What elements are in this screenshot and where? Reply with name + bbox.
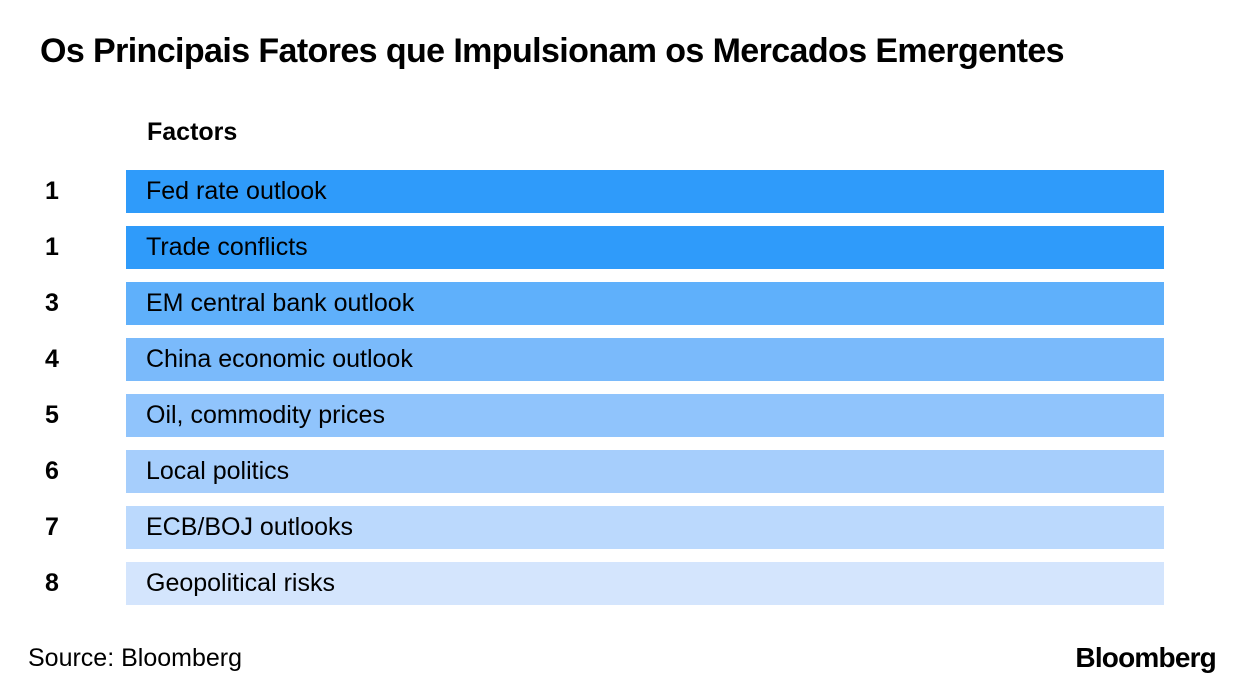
factor-bar: Local politics xyxy=(126,450,1164,493)
chart-row: 3 EM central bank outlook xyxy=(0,282,1241,325)
rank-label: 3 xyxy=(45,289,59,317)
factors-column-header: Factors xyxy=(147,118,238,146)
factor-label: ECB/BOJ outlooks xyxy=(146,513,354,541)
chart-row: 8 Geopolitical risks xyxy=(0,562,1241,605)
rank-label: 4 xyxy=(45,345,59,373)
factor-bar: EM central bank outlook xyxy=(126,282,1164,325)
rank-label: 8 xyxy=(45,569,59,597)
factor-bar: Oil, commodity prices xyxy=(126,394,1164,437)
factor-bar: Trade conflicts xyxy=(126,226,1164,269)
factor-bar: Geopolitical risks xyxy=(126,562,1164,605)
rank-label: 1 xyxy=(45,177,59,205)
rank-label: 7 xyxy=(45,513,59,541)
chart-row: 1 Fed rate outlook xyxy=(0,170,1241,213)
factor-label: China economic outlook xyxy=(146,345,413,373)
factor-label: Trade conflicts xyxy=(146,233,308,261)
chart-row: 7 ECB/BOJ outlooks xyxy=(0,506,1241,549)
chart-title: Os Principais Fatores que Impulsionam os… xyxy=(40,32,1065,70)
chart-row: 4 China economic outlook xyxy=(0,338,1241,381)
factor-bar: ECB/BOJ outlooks xyxy=(126,506,1164,549)
rank-label: 1 xyxy=(45,233,59,261)
factor-label: Geopolitical risks xyxy=(146,569,335,597)
rank-label: 5 xyxy=(45,401,59,429)
factor-bar: China economic outlook xyxy=(126,338,1164,381)
rank-label: 6 xyxy=(45,457,59,485)
factor-bar: Fed rate outlook xyxy=(126,170,1164,213)
factor-label: Local politics xyxy=(146,457,290,485)
chart-row: 5 Oil, commodity prices xyxy=(0,394,1241,437)
factor-label: Fed rate outlook xyxy=(146,177,327,205)
chart-row: 6 Local politics xyxy=(0,450,1241,493)
bar-rows: 1 Fed rate outlook 1 Trade conflicts 3 EM cen… xyxy=(0,170,1241,618)
factor-label: EM central bank outlook xyxy=(146,289,415,317)
bloomberg-logo: Bloomberg xyxy=(1075,642,1216,673)
source-attribution: Source: Bloomberg xyxy=(28,644,243,672)
factor-label: Oil, commodity prices xyxy=(146,401,385,429)
chart-row: 1 Trade conflicts xyxy=(0,226,1241,269)
